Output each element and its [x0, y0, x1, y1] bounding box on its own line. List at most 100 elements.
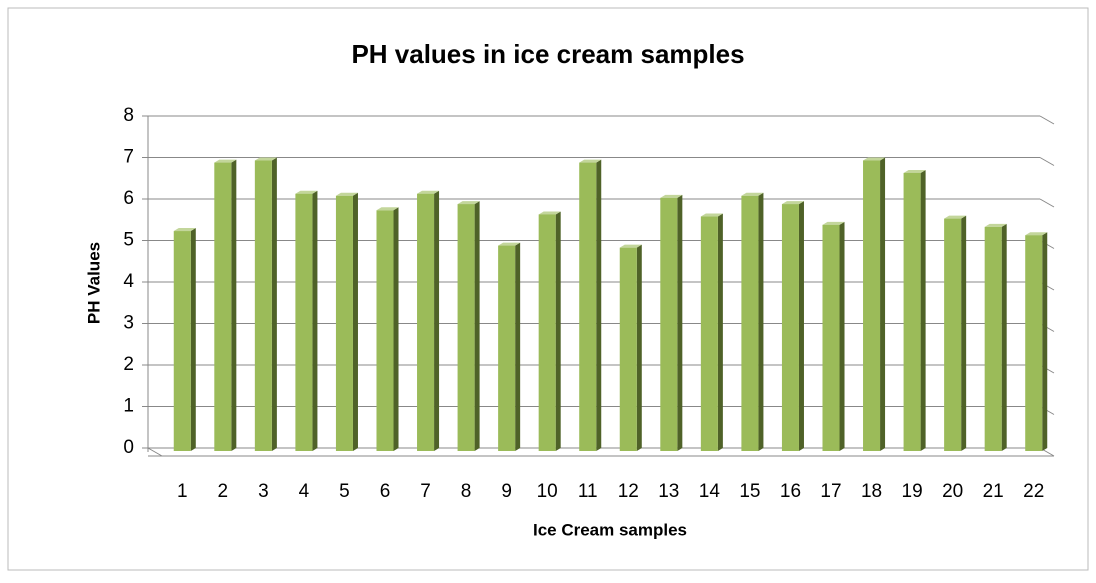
bar-top: [660, 194, 683, 198]
x-tick-label: 12: [618, 481, 639, 502]
x-tick-label: 13: [658, 481, 679, 502]
bar-top: [417, 190, 440, 194]
bar: [173, 231, 191, 451]
grid-line: [1039, 157, 1055, 166]
bar-side: [920, 169, 926, 451]
grid-line: [1039, 198, 1055, 208]
grid-line: [1039, 115, 1055, 125]
x-tick-label: 3: [258, 481, 269, 502]
bar: [376, 210, 394, 451]
x-tick-label: 8: [461, 481, 472, 502]
bar-top: [619, 244, 642, 248]
bar-top: [863, 157, 886, 161]
bar: [335, 195, 353, 451]
x-tick-label: 11: [578, 481, 598, 502]
bar-side: [636, 244, 642, 451]
x-tick-label: 7: [420, 481, 431, 502]
bar-side: [839, 221, 845, 451]
x-tick-label: 1: [177, 481, 188, 502]
bar: [498, 245, 516, 451]
bar-top: [295, 190, 318, 194]
bar-top: [214, 159, 237, 163]
bar: [214, 162, 232, 451]
x-tick-label: 21: [983, 481, 1004, 502]
y-tick-label: 3: [123, 313, 134, 334]
bar-top: [376, 207, 399, 211]
y-tick-label: 2: [123, 354, 134, 375]
bar-side: [555, 211, 561, 451]
bar-top: [579, 159, 602, 163]
bar-side: [231, 159, 237, 451]
bar: [903, 172, 921, 451]
bar-top: [538, 211, 561, 215]
y-tick-label: 1: [123, 396, 134, 417]
x-tick-label: 4: [299, 481, 310, 502]
x-tick-label: 16: [780, 481, 801, 502]
bar-top: [741, 192, 764, 196]
bar-side: [1001, 223, 1007, 451]
x-tick-label: 22: [1023, 481, 1044, 502]
x-axis-depth: [147, 447, 163, 457]
x-tick-label: 6: [380, 481, 391, 502]
bar: [295, 193, 313, 451]
bar: [700, 216, 718, 451]
bar: [660, 197, 678, 451]
bar-side: [880, 157, 886, 451]
bar-side: [474, 201, 480, 451]
y-tick-label: 4: [123, 271, 134, 292]
bar: [863, 160, 881, 451]
bar-top: [984, 223, 1007, 227]
y-tick-label: 5: [123, 230, 134, 251]
x-tick-label: 18: [861, 481, 882, 502]
bar-side: [352, 192, 358, 451]
bar: [822, 224, 840, 451]
bar: [944, 218, 962, 451]
x-tick-label: 19: [902, 481, 923, 502]
bar-top: [700, 213, 723, 217]
bar: [619, 247, 637, 451]
x-tick-label: 14: [699, 481, 721, 502]
bar-top: [173, 228, 196, 232]
x-tick-label: 2: [218, 481, 229, 502]
bar-side: [677, 194, 683, 451]
bar-top: [498, 242, 521, 246]
bar: [538, 214, 556, 451]
x-axis-title: Ice Cream samples: [533, 520, 687, 539]
bar-side: [798, 201, 804, 451]
y-tick-label: 0: [123, 437, 134, 458]
bar-side: [312, 190, 318, 451]
bar-side: [1042, 232, 1048, 451]
bar-side: [758, 192, 764, 451]
x-tick-label: 15: [739, 481, 760, 502]
chart-title: PH values in ice cream samples: [351, 39, 744, 69]
bar: [984, 226, 1002, 451]
x-tick-label: 17: [820, 481, 841, 502]
x-tick-label: 20: [942, 481, 963, 502]
bar-top: [781, 201, 804, 205]
bar: [741, 195, 759, 451]
y-axis-title: PH Values: [84, 242, 103, 324]
bar-top: [822, 221, 845, 225]
bar-top: [1025, 232, 1048, 236]
bar-side: [717, 213, 723, 451]
bar-top: [335, 192, 358, 196]
bar-side: [271, 157, 277, 451]
bar-side: [596, 159, 602, 451]
bar: [1025, 235, 1043, 451]
bar-top: [254, 157, 277, 161]
bar: [254, 160, 272, 451]
bar: [579, 162, 597, 451]
x-tick-label: 5: [339, 481, 350, 502]
bar: [417, 193, 435, 451]
bar-side: [961, 215, 967, 451]
y-tick-label: 8: [123, 105, 134, 126]
y-tick-label: 7: [123, 147, 134, 168]
bar-top: [903, 169, 926, 173]
bar: [781, 204, 799, 451]
bar-side: [393, 207, 399, 451]
bar-top: [457, 201, 480, 205]
bar-side: [515, 242, 521, 451]
x-tick-label: 9: [501, 481, 512, 502]
bar: [457, 204, 475, 451]
